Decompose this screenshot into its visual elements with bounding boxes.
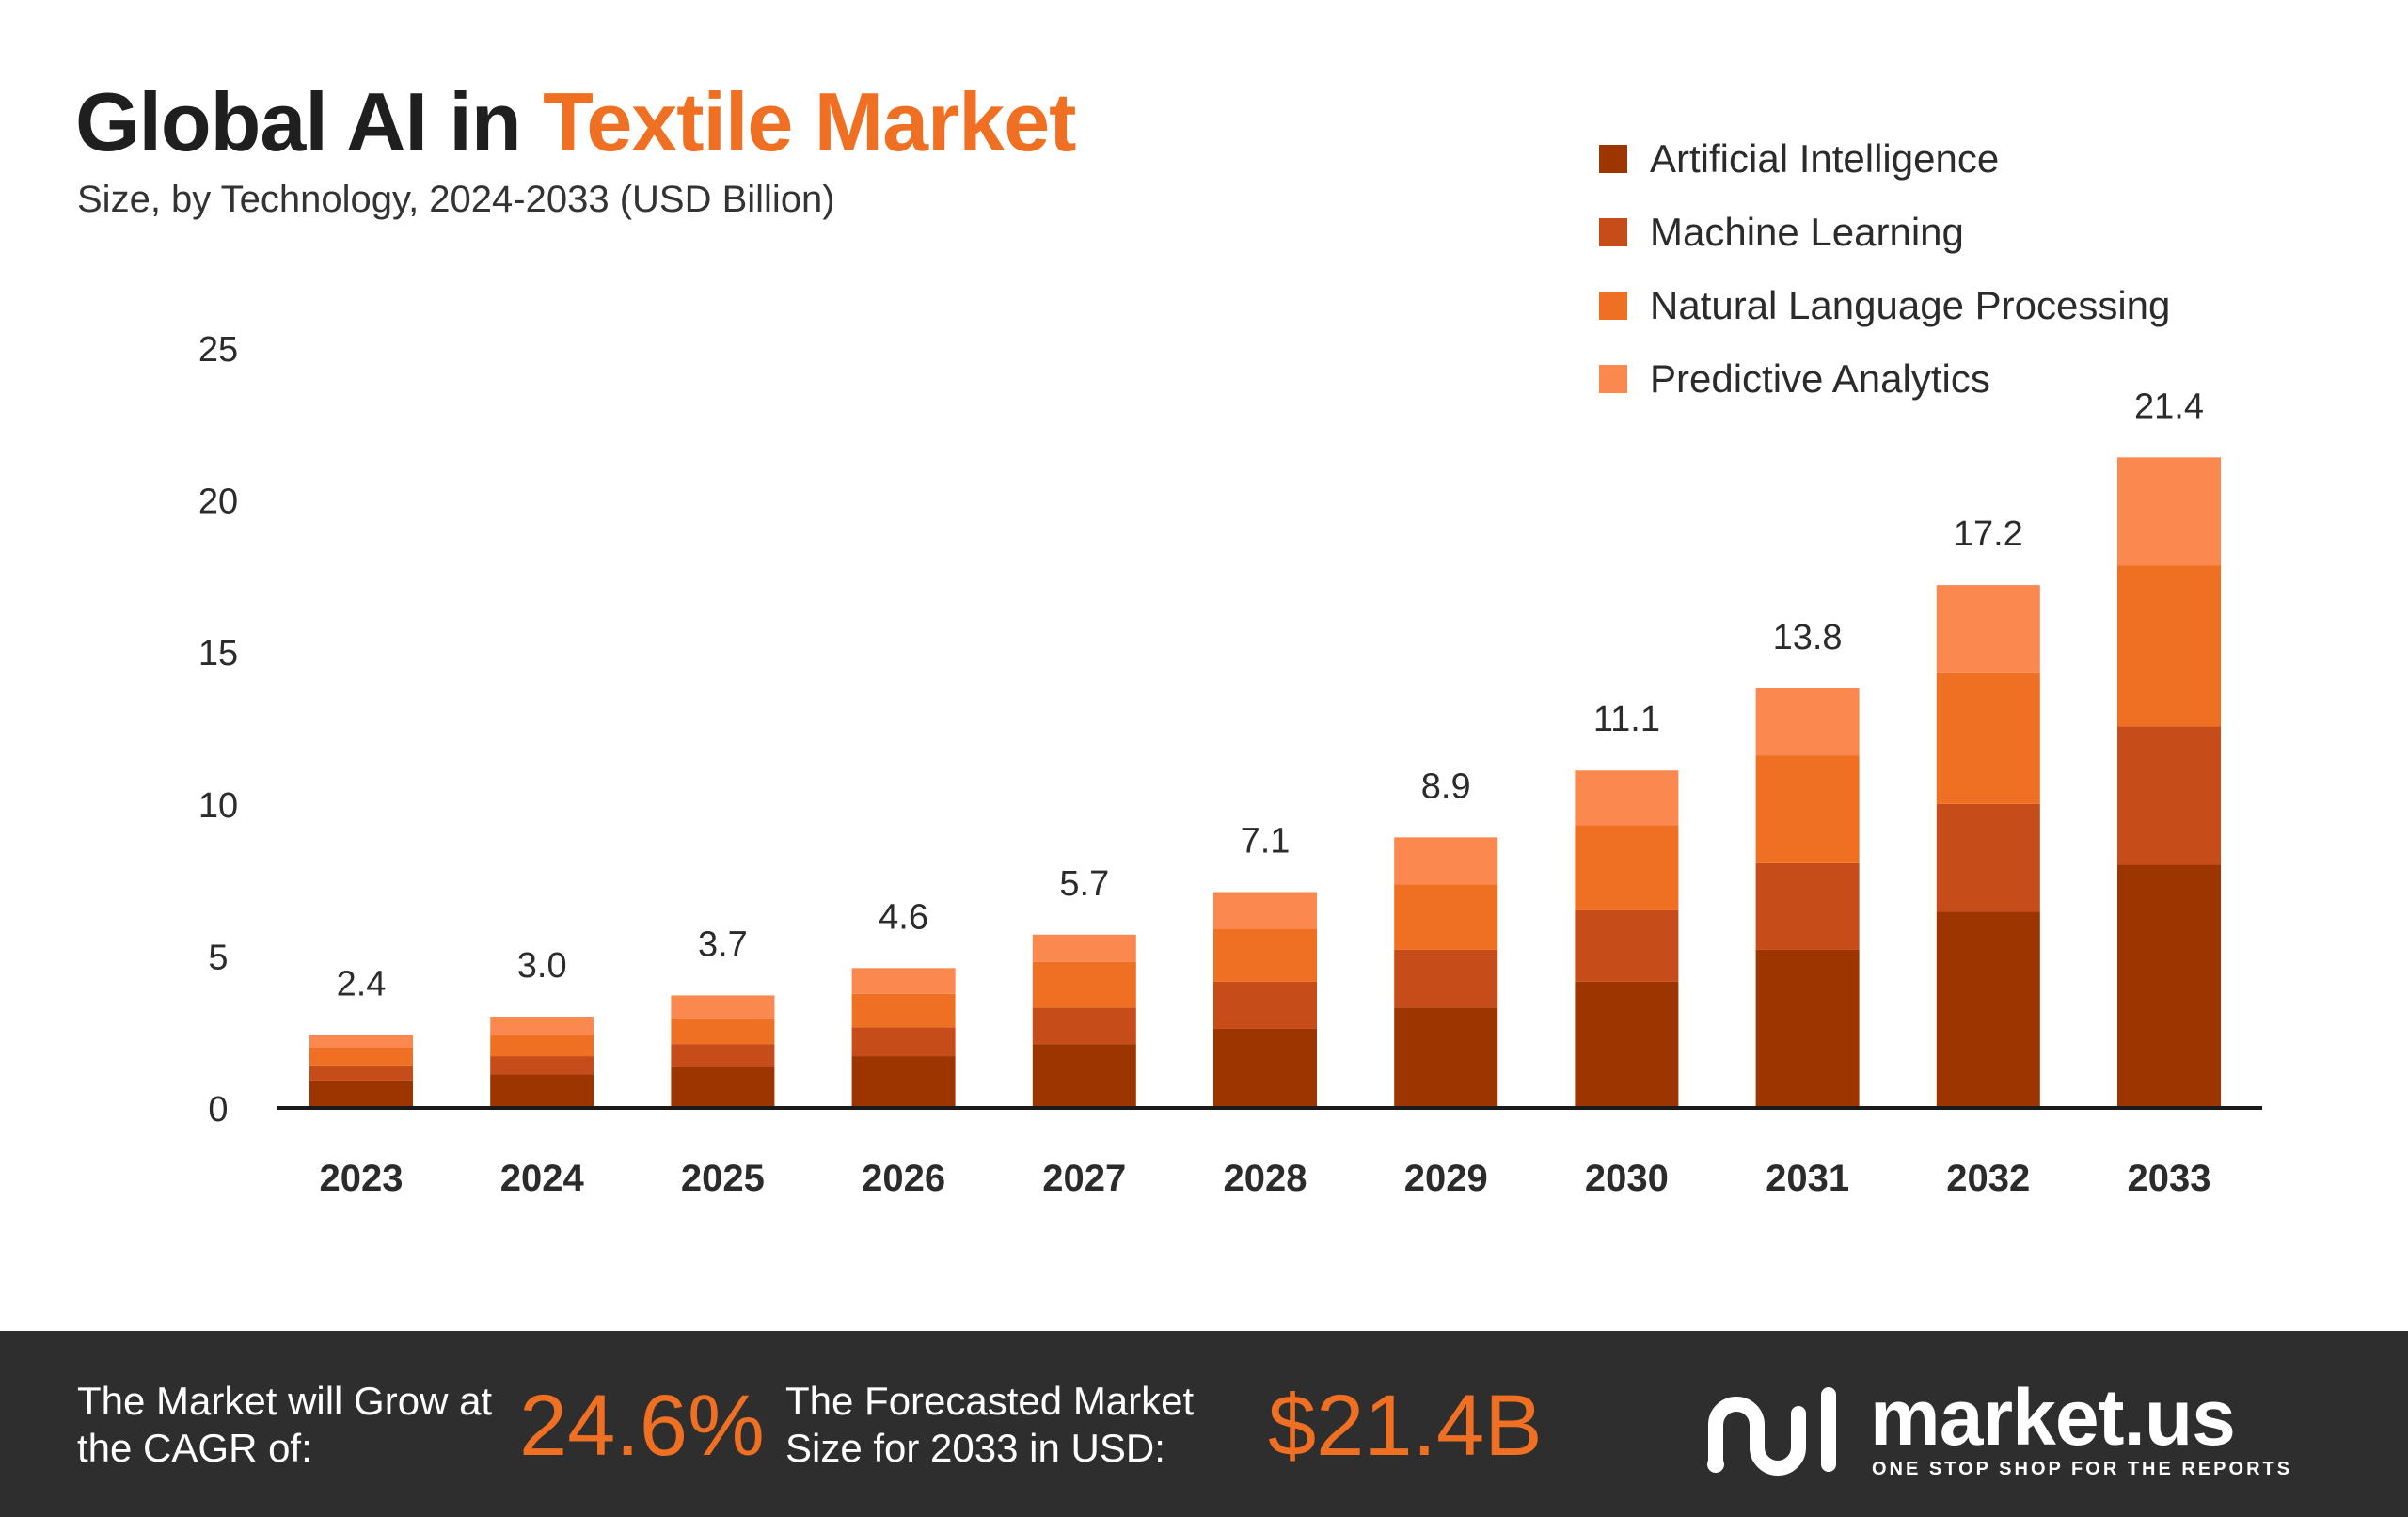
bar-total-label-2028: 7.1	[1241, 822, 1291, 861]
bar-segment-2027-machine-learning	[1032, 1007, 1136, 1045]
chart-subtitle: Size, by Technology, 2024-2033 (USD Bill…	[77, 179, 835, 220]
forecast-size-value: $21.4B	[1268, 1378, 1543, 1474]
forecast-size-label: The Forecasted Market Size for 2033 in U…	[785, 1379, 1195, 1471]
y-tick-label-10: 10	[198, 786, 238, 826]
bar-segment-2024-artificial-intelligence	[490, 1074, 594, 1108]
bar-total-label-2026: 4.6	[879, 897, 928, 937]
bar-segment-2031-machine-learning	[1755, 862, 1860, 950]
bar-segment-2032-artificial-intelligence	[1936, 911, 2040, 1108]
cagr-value: 24.6%	[519, 1378, 765, 1474]
bar-segment-2024-machine-learning	[490, 1056, 594, 1075]
bar-segment-2029-machine-learning	[1394, 949, 1498, 1008]
legend-swatch-artificial-intelligence	[1599, 145, 1627, 173]
x-tick-label-2027: 2027	[1042, 1158, 1126, 1199]
bar-segment-2028-natural-language-processing	[1213, 928, 1317, 982]
y-tick-label-5: 5	[208, 938, 228, 977]
bar-segment-2029-predictive-analytics	[1394, 837, 1498, 885]
bar-segment-2026-machine-learning	[851, 1027, 956, 1057]
bar-segment-2029-artificial-intelligence	[1394, 1007, 1498, 1108]
bar-segment-2030-machine-learning	[1575, 909, 1679, 982]
x-tick-label-2032: 2032	[1946, 1158, 2030, 1199]
bar-segment-2023-natural-language-processing	[309, 1047, 413, 1066]
brand-block[interactable]: market.us ONE STOP SHOP FOR THE REPORTS	[1703, 1373, 2361, 1481]
bar-segment-2033-machine-learning	[2117, 726, 2221, 865]
bar-total-label-2030: 11.1	[1593, 700, 1660, 739]
bar-segment-2025-artificial-intelligence	[671, 1067, 775, 1108]
chart-title: Global AI in Textile Market	[75, 75, 1076, 168]
chart-title-main: Global AI in	[75, 75, 544, 168]
y-tick-label-0: 0	[208, 1090, 228, 1130]
y-tick-label-20: 20	[198, 482, 238, 522]
bar-segment-2027-artificial-intelligence	[1032, 1044, 1136, 1108]
bar-segment-2031-natural-language-processing	[1755, 755, 1860, 863]
legend-item-artificial-intelligence: Artificial Intelligence	[1599, 122, 2314, 196]
x-tick-label-2026: 2026	[862, 1158, 945, 1199]
cagr-label: The Market will Grow at the CAGR of:	[77, 1379, 493, 1471]
bar-segment-2030-artificial-intelligence	[1575, 981, 1679, 1108]
bar-total-label-2027: 5.7	[1059, 864, 1109, 904]
bar-segment-2025-natural-language-processing	[671, 1018, 775, 1045]
bar-segment-2030-natural-language-processing	[1575, 825, 1679, 910]
bar-segment-2025-machine-learning	[671, 1044, 775, 1067]
bar-segment-2028-artificial-intelligence	[1213, 1028, 1317, 1108]
bar-segment-2026-predictive-analytics	[851, 968, 956, 994]
x-tick-label-2028: 2028	[1224, 1158, 1307, 1199]
y-tick-label-25: 25	[198, 330, 238, 370]
x-tick-label-2030: 2030	[1585, 1158, 1669, 1199]
bar-segment-2024-natural-language-processing	[490, 1035, 594, 1057]
x-tick-label-2031: 2031	[1766, 1158, 1849, 1199]
bar-segment-2029-natural-language-processing	[1394, 884, 1498, 950]
footer-banner: The Market will Grow at the CAGR of: 24.…	[0, 1331, 2408, 1517]
bar-segment-2023-machine-learning	[309, 1065, 413, 1081]
legend-label-predictive-analytics: Predictive Analytics	[1650, 356, 1990, 401]
bar-segment-2027-natural-language-processing	[1032, 961, 1136, 1008]
legend-label-machine-learning: Machine Learning	[1650, 210, 1964, 254]
bar-segment-2032-natural-language-processing	[1936, 672, 2040, 804]
bar-total-label-2023: 2.4	[337, 964, 387, 1003]
legend-item-machine-learning: Machine Learning	[1599, 196, 2314, 269]
bar-segment-2026-natural-language-processing	[851, 993, 956, 1028]
bar-segment-2030-predictive-analytics	[1575, 770, 1679, 826]
bar-segment-2033-predictive-analytics	[2117, 457, 2221, 566]
bar-segment-2023-predictive-analytics	[309, 1035, 413, 1048]
bar-segment-2025-predictive-analytics	[671, 995, 775, 1019]
bar-segment-2028-machine-learning	[1213, 981, 1317, 1029]
brand-name: market.us	[1870, 1373, 2236, 1462]
bar-segment-2031-predictive-analytics	[1755, 687, 1860, 756]
bar-total-label-2031: 13.8	[1773, 618, 1843, 657]
bar-segment-2032-machine-learning	[1936, 803, 2040, 912]
bar-total-label-2033: 21.4	[2134, 387, 2204, 426]
bar-total-label-2029: 8.9	[1421, 766, 1471, 806]
bar-segment-2024-predictive-analytics	[490, 1017, 594, 1035]
bar-total-label-2024: 3.0	[517, 946, 567, 986]
bar-segment-2027-predictive-analytics	[1032, 934, 1136, 962]
x-tick-label-2023: 2023	[320, 1158, 404, 1199]
bar-segment-2023-artificial-intelligence	[309, 1080, 413, 1108]
legend-swatch-machine-learning	[1599, 218, 1627, 246]
chart-title-accent: Textile Market	[543, 75, 1076, 168]
legend-swatch-natural-language-processing	[1599, 292, 1627, 320]
brand-tagline: ONE STOP SHOP FOR THE REPORTS	[1872, 1459, 2293, 1479]
bar-segment-2032-predictive-analytics	[1936, 585, 2040, 673]
legend-item-predictive-analytics: Predictive Analytics	[1599, 342, 2314, 416]
bar-segment-2031-artificial-intelligence	[1755, 949, 1860, 1108]
stacked-bar-chart: 05101520252.420233.020243.720254.620265.…	[198, 330, 2262, 1199]
bar-total-label-2025: 3.7	[698, 924, 748, 964]
bar-segment-2028-predictive-analytics	[1213, 892, 1317, 929]
x-tick-label-2033: 2033	[2128, 1158, 2211, 1199]
legend-swatch-predictive-analytics	[1599, 365, 1627, 393]
x-tick-label-2029: 2029	[1404, 1158, 1488, 1199]
market-us-logo-icon	[1707, 1387, 1836, 1476]
legend-label-natural-language-processing: Natural Language Processing	[1650, 283, 2171, 327]
bar-total-label-2032: 17.2	[1954, 514, 2023, 554]
y-tick-label-15: 15	[198, 634, 238, 673]
legend-item-natural-language-processing: Natural Language Processing	[1599, 269, 2314, 342]
bar-segment-2033-natural-language-processing	[2117, 565, 2221, 727]
bar-segment-2026-artificial-intelligence	[851, 1056, 956, 1108]
legend-label-artificial-intelligence: Artificial Intelligence	[1650, 136, 2000, 181]
chart-legend: Artificial Intelligence Machine Learning…	[1599, 122, 2314, 416]
bar-segment-2033-artificial-intelligence	[2117, 864, 2221, 1108]
x-tick-label-2025: 2025	[681, 1158, 765, 1199]
x-tick-label-2024: 2024	[500, 1158, 585, 1199]
